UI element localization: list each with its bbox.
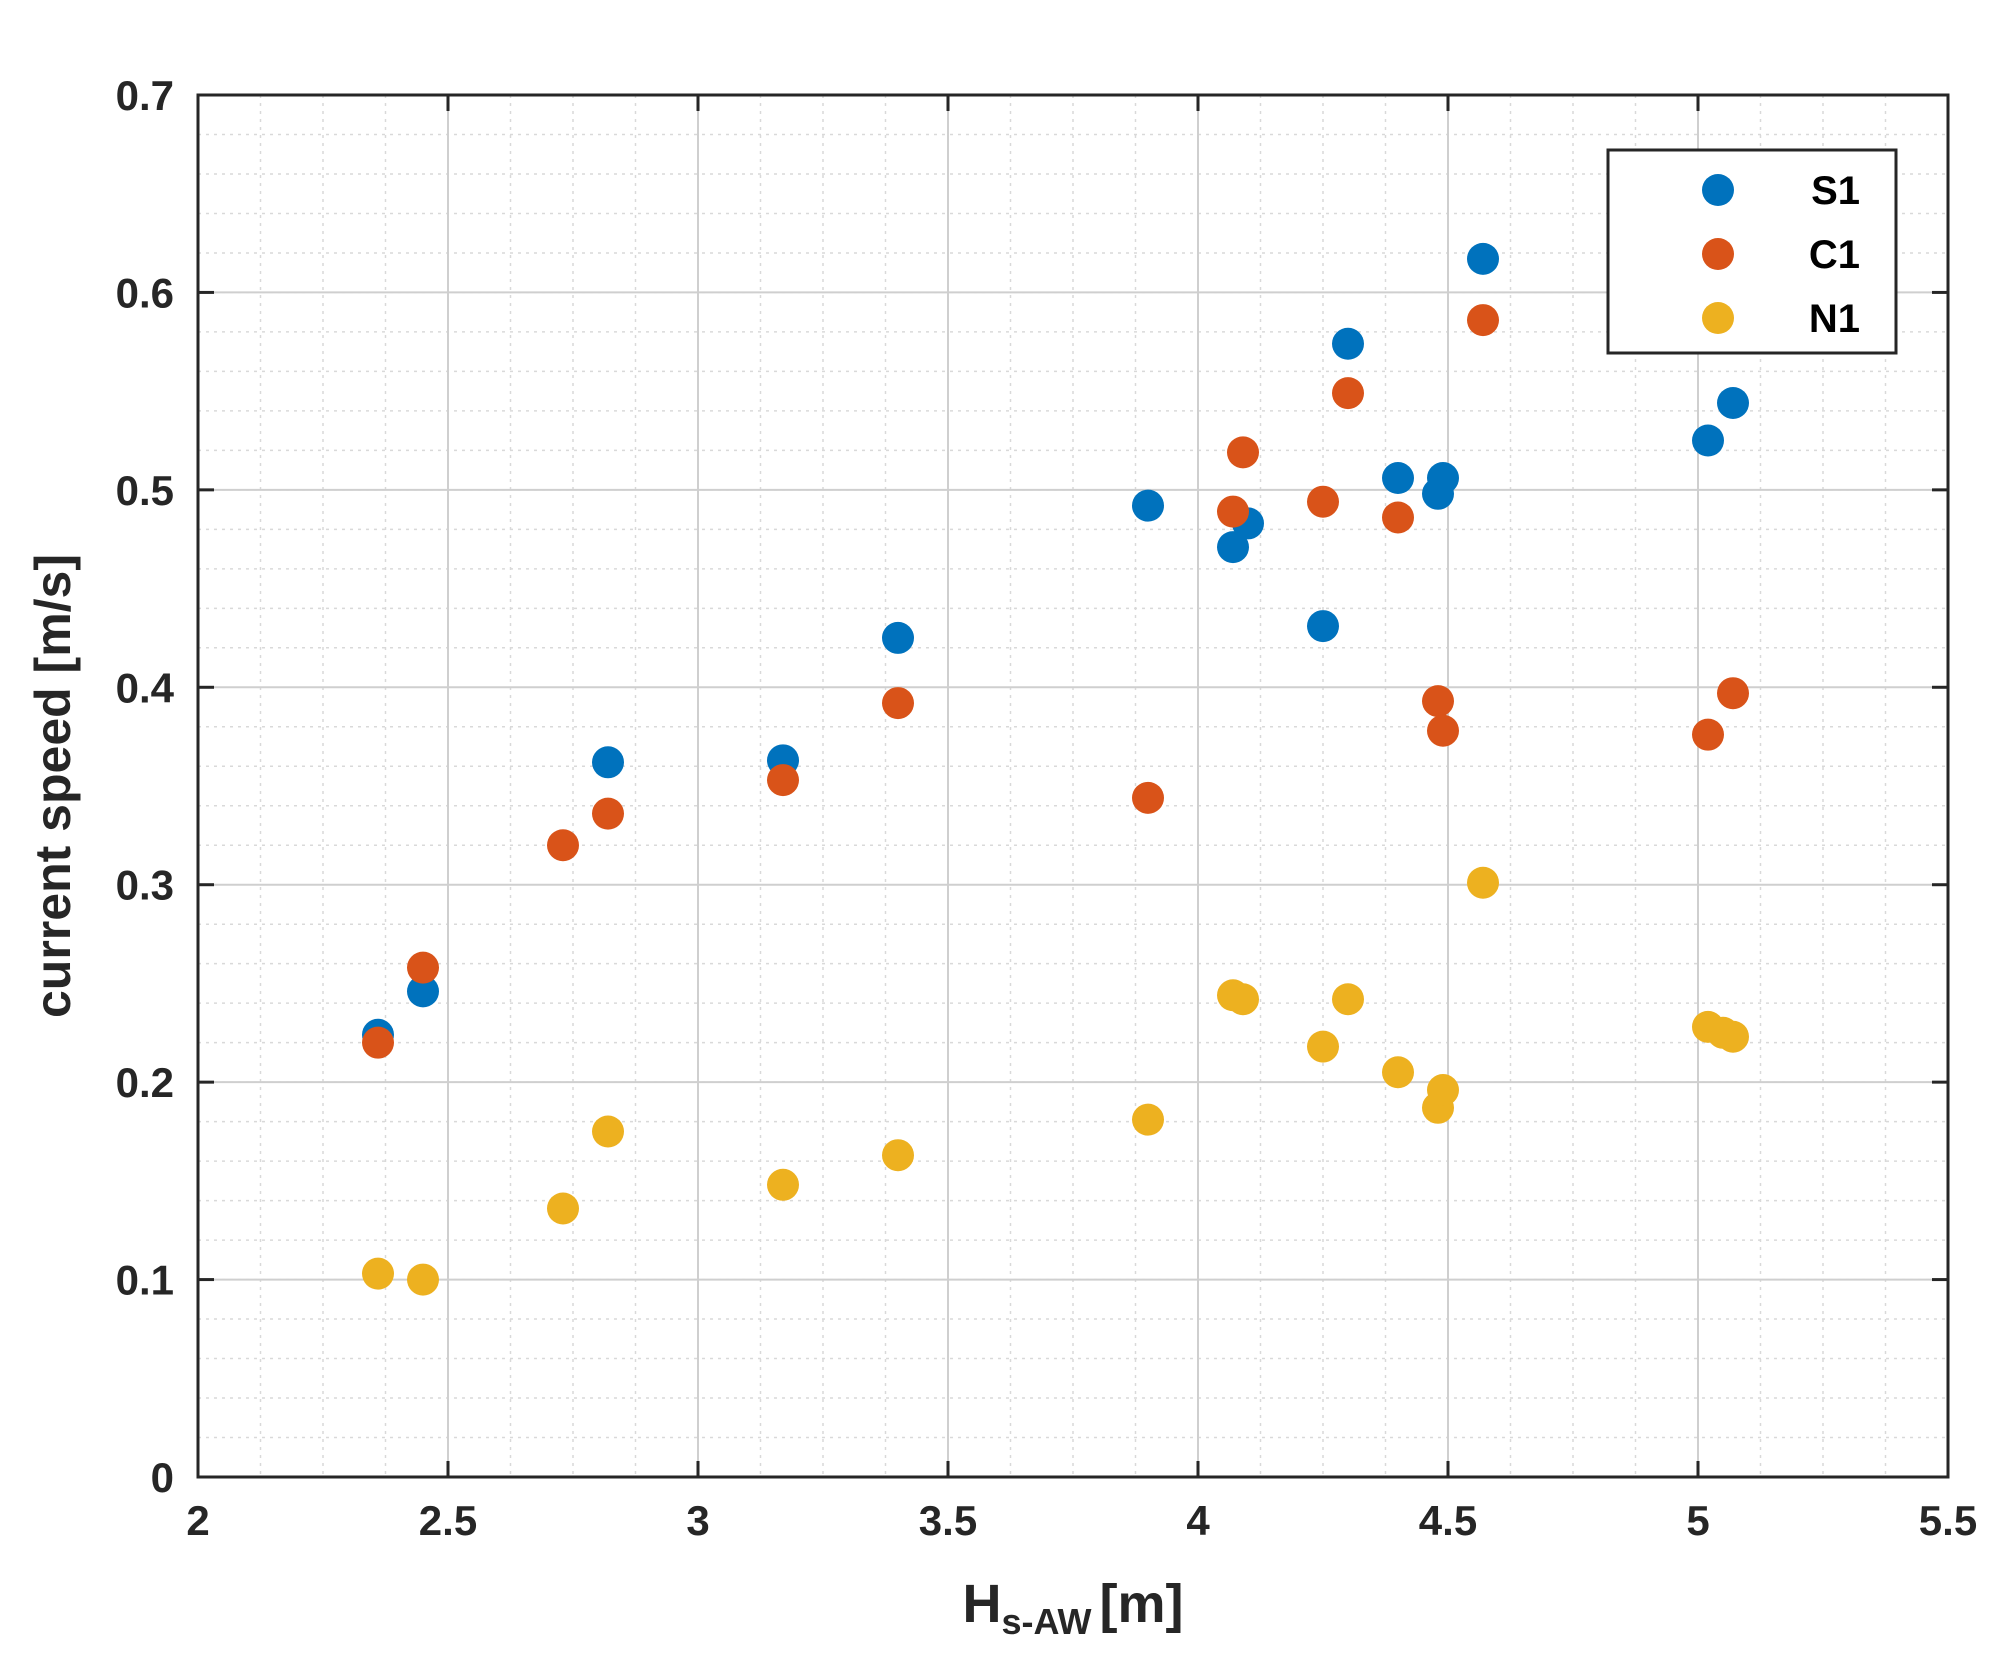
point-s1 — [1382, 462, 1414, 495]
legend-label-s1: S1 — [1811, 169, 1860, 213]
point-c1 — [1132, 781, 1164, 814]
point-s1 — [882, 621, 914, 654]
y-tick-label: 0 — [151, 1454, 174, 1501]
point-c1 — [1217, 495, 1249, 528]
point-n1 — [592, 1115, 624, 1148]
point-n1 — [1307, 1030, 1339, 1063]
point-n1 — [882, 1139, 914, 1172]
y-tick-labels: 0 0.1 0.2 0.3 0.4 0.5 0.6 0.7 — [116, 72, 175, 1501]
point-s1 — [407, 975, 439, 1008]
y-tick-label: 0.2 — [116, 1059, 174, 1106]
x-tick-label: 2.5 — [419, 1497, 477, 1544]
x-tick-label: 3.5 — [919, 1497, 977, 1544]
point-n1 — [1427, 1074, 1459, 1107]
point-c1 — [592, 797, 624, 830]
point-s1 — [1467, 242, 1499, 275]
point-n1 — [407, 1263, 439, 1296]
point-n1 — [547, 1192, 579, 1225]
point-c1 — [547, 829, 579, 862]
legend-marker-c1 — [1702, 238, 1734, 270]
point-c1 — [1307, 485, 1339, 518]
x-tick-label: 5 — [1686, 1497, 1709, 1544]
y-axis-label: current speed [m/s] — [25, 554, 81, 1018]
data-points — [362, 242, 1749, 1296]
point-s1 — [1132, 489, 1164, 522]
point-c1 — [1467, 304, 1499, 337]
point-n1 — [1332, 983, 1364, 1016]
point-c1 — [1717, 677, 1749, 710]
point-c1 — [1382, 501, 1414, 534]
y-tick-label: 0.4 — [116, 664, 175, 711]
legend-label-c1: C1 — [1809, 233, 1860, 277]
point-c1 — [767, 764, 799, 797]
x-axis-label: Hs-AW [m] — [963, 1574, 1184, 1642]
point-s1 — [1307, 610, 1339, 643]
x-tick-label: 5.5 — [1919, 1497, 1977, 1544]
y-tick-label: 0.3 — [116, 862, 174, 909]
point-n1 — [767, 1168, 799, 1201]
point-n1 — [1132, 1103, 1164, 1136]
point-c1 — [1227, 436, 1259, 469]
point-c1 — [1332, 377, 1364, 410]
x-tick-label: 4.5 — [1419, 1497, 1477, 1544]
point-s1 — [1427, 462, 1459, 495]
point-c1 — [1427, 714, 1459, 747]
point-c1 — [882, 687, 914, 720]
legend-label-n1: N1 — [1809, 297, 1860, 341]
series-c1 — [362, 304, 1749, 1059]
legend-marker-n1 — [1702, 302, 1734, 334]
point-s1 — [1332, 327, 1364, 360]
point-s1 — [1717, 386, 1749, 419]
axes — [196, 93, 1950, 1479]
legend-marker-s1 — [1702, 174, 1734, 206]
y-tick-label: 0.5 — [116, 467, 174, 514]
point-c1 — [1422, 685, 1454, 718]
point-s1 — [1692, 424, 1724, 457]
point-c1 — [362, 1026, 394, 1059]
point-s1 — [592, 746, 624, 779]
x-tick-label: 3 — [686, 1497, 709, 1544]
point-s1 — [1217, 531, 1249, 564]
point-n1 — [1717, 1020, 1749, 1053]
point-n1 — [1467, 866, 1499, 899]
y-tick-label: 0.6 — [116, 269, 174, 316]
point-n1 — [362, 1257, 394, 1290]
point-c1 — [407, 951, 439, 984]
axes-box — [196, 93, 1950, 1479]
point-c1 — [1692, 718, 1724, 751]
x-tick-label: 2 — [186, 1497, 209, 1544]
y-tick-label: 0.7 — [116, 72, 174, 119]
point-n1 — [1227, 983, 1259, 1016]
series-n1 — [362, 866, 1749, 1296]
y-tick-label: 0.1 — [116, 1257, 174, 1304]
legend[interactable]: S1 C1 N1 — [1606, 148, 1898, 355]
x-tick-label: 4 — [1186, 1497, 1210, 1544]
legend-box — [1606, 148, 1898, 355]
point-n1 — [1382, 1056, 1414, 1089]
x-tick-labels: 2 2.5 3 3.5 4 4.5 5 5.5 — [186, 1497, 1977, 1544]
